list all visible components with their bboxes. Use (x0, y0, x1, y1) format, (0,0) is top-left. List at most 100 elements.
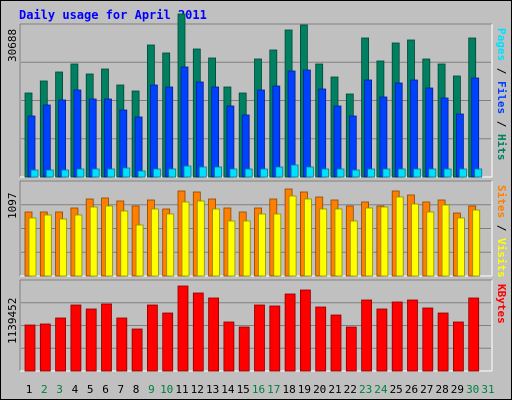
bar-sites-day-20 (319, 208, 328, 277)
day-label-20: 20 (313, 383, 327, 396)
bar-files-day-30 (471, 77, 480, 178)
bar-kbytes-day-12 (192, 292, 204, 372)
day-label-6: 6 (102, 383, 109, 396)
bar-sites-day-14 (227, 220, 236, 277)
bar-files-day-8 (134, 116, 143, 178)
series-label-part: KBytes (495, 284, 508, 324)
bar-sites-day-5 (89, 206, 98, 277)
day-label-11: 11 (175, 383, 189, 396)
bar-pages-day-16 (260, 168, 268, 178)
bar-sites-day-18 (288, 195, 297, 277)
day-label-9: 9 (148, 383, 155, 396)
bar-sites-day-23 (365, 207, 374, 277)
day-label-21: 21 (328, 383, 342, 396)
bar-kbytes-day-22 (345, 326, 357, 372)
bar-files-day-29 (455, 113, 464, 178)
day-label-27: 27 (420, 383, 434, 396)
bar-files-day-17 (272, 85, 281, 178)
bar-sites-day-16 (258, 213, 266, 277)
bar-kbytes-day-29 (452, 321, 464, 372)
bar-files-day-24 (379, 96, 388, 178)
bar-pages-day-1 (30, 169, 39, 178)
bar-files-day-14 (226, 105, 235, 178)
bar-pages-day-21 (336, 168, 345, 178)
ymax-label-sites-visits: 1097 (6, 192, 19, 220)
bar-files-day-16 (257, 89, 265, 178)
series-label-part: Sites (495, 185, 508, 219)
day-label-19: 19 (297, 383, 312, 396)
ymax-label-pages-files-hits: 30688 (6, 28, 19, 62)
bar-kbytes-day-3 (55, 317, 66, 372)
day-label-24: 24 (374, 383, 388, 396)
bar-pages-day-30 (474, 168, 483, 178)
bar-sites-day-9 (150, 208, 159, 277)
day-label-17: 17 (267, 383, 281, 396)
bar-files-day-7 (119, 109, 128, 178)
bar-files-day-5 (88, 98, 97, 178)
bar-pages-day-26 (413, 168, 421, 178)
day-label-30: 30 (466, 383, 480, 396)
bar-sites-day-28 (441, 204, 450, 277)
series-label-part: / (495, 218, 508, 238)
bar-pages-day-5 (91, 168, 100, 178)
bar-pages-day-14 (229, 168, 238, 178)
bar-files-day-20 (318, 88, 327, 178)
bar-sites-day-24 (380, 206, 389, 277)
series-label-part: Pages (495, 28, 508, 62)
day-label-14: 14 (221, 383, 235, 396)
series-label-part: Hits (495, 134, 508, 161)
bar-sites-day-1 (28, 217, 37, 277)
bar-files-day-28 (440, 97, 449, 178)
bar-kbytes-day-6 (101, 303, 112, 372)
bar-kbytes-day-18 (284, 293, 296, 372)
bar-pages-day-11 (183, 165, 192, 178)
day-label-7: 7 (117, 383, 125, 396)
series-label-pages-files-hits: Pages / Files / Hits (495, 28, 508, 161)
bar-pages-day-7 (122, 167, 131, 178)
bar-pages-day-24 (382, 168, 391, 178)
day-label-25: 25 (389, 383, 403, 396)
series-label-part: Visits (495, 238, 508, 278)
bar-sites-day-2 (43, 214, 52, 277)
bar-kbytes-day-15 (238, 326, 250, 372)
bar-kbytes-day-21 (330, 314, 342, 372)
bar-files-day-12 (195, 81, 204, 178)
bar-kbytes-day-23 (361, 299, 373, 372)
day-label-31: 31 (481, 383, 495, 396)
day-label-22: 22 (343, 383, 357, 396)
series-label-part: / (495, 114, 508, 134)
day-label-10: 10 (160, 383, 174, 396)
bar-pages-day-8 (137, 170, 146, 178)
bar-sites-day-11 (181, 201, 190, 277)
ymax-label-kbytes: 1139452 (6, 297, 19, 344)
bar-files-day-11 (180, 66, 189, 178)
bar-pages-day-9 (152, 168, 161, 178)
bar-files-day-1 (27, 115, 36, 178)
bar-kbytes-day-16 (254, 304, 265, 372)
day-label-28: 28 (435, 383, 449, 396)
bar-files-day-3 (58, 99, 66, 178)
bar-sites-day-12 (196, 200, 205, 277)
bar-sites-day-27 (426, 211, 435, 277)
series-label-part: / (495, 61, 508, 81)
bar-kbytes-day-28 (437, 312, 449, 372)
bar-kbytes-day-26 (407, 299, 418, 372)
day-label-26: 26 (404, 383, 419, 396)
bar-pages-day-2 (45, 169, 54, 178)
bar-pages-day-3 (61, 169, 69, 178)
bar-kbytes-day-5 (85, 308, 97, 372)
bar-files-day-6 (104, 98, 112, 178)
series-label-sites-visits: Sites / Visits (495, 185, 508, 278)
bar-kbytes-day-20 (315, 306, 327, 372)
bar-kbytes-day-19 (299, 289, 311, 372)
bar-files-day-4 (73, 89, 82, 178)
bar-pages-day-4 (76, 168, 85, 178)
day-label-8: 8 (132, 383, 140, 396)
bar-pages-day-22 (351, 169, 360, 178)
bar-sites-day-3 (59, 218, 67, 277)
bar-kbytes-day-17 (269, 305, 281, 372)
day-label-3: 3 (56, 383, 63, 396)
bar-pages-day-18 (290, 164, 299, 178)
series-label-kbytes: KBytes (495, 284, 508, 324)
day-label-16: 16 (251, 383, 266, 396)
